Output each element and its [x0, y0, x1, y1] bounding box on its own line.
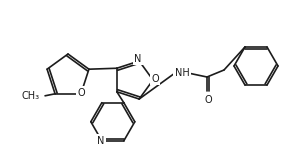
- Text: CH₃: CH₃: [22, 91, 40, 101]
- Text: NH: NH: [175, 68, 189, 78]
- Text: N: N: [97, 136, 105, 146]
- Text: N: N: [135, 54, 142, 64]
- Text: O: O: [151, 74, 159, 84]
- Text: O: O: [204, 95, 212, 105]
- Text: O: O: [77, 88, 85, 98]
